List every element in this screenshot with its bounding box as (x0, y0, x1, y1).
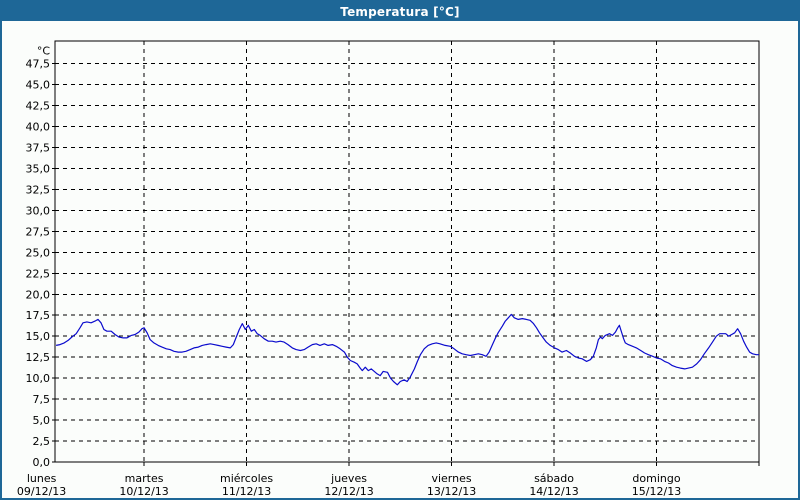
svg-text:35,0: 35,0 (26, 162, 51, 175)
svg-text:40,0: 40,0 (26, 121, 51, 134)
svg-text:5,0: 5,0 (33, 414, 51, 427)
svg-text:10,0: 10,0 (26, 372, 51, 385)
day-name-label: sábado (534, 472, 574, 485)
day-name-label: viernes (431, 472, 471, 485)
window-titlebar: Temperatura [°C] (2, 2, 798, 21)
svg-text:25,0: 25,0 (26, 246, 51, 259)
day-date-label: 11/12/13 (222, 485, 271, 498)
svg-text:20,0: 20,0 (26, 288, 51, 301)
y-gridlines (55, 63, 759, 442)
temperature-chart: 0,0 2,5 5,0 7,5 10,0 12,5 15,0 17,5 20,0 22,5 25,0… (17, 40, 760, 498)
window-title: Temperatura [°C] (340, 4, 460, 19)
day-date-label: 12/12/13 (324, 485, 373, 498)
day-date-label: 13/12/13 (427, 485, 476, 498)
svg-text:37,5: 37,5 (26, 142, 51, 155)
day-date-label: 15/12/13 (632, 485, 681, 498)
day-name-label: lunes (27, 472, 57, 485)
svg-text:0,0: 0,0 (33, 456, 51, 469)
svg-text:27,5: 27,5 (26, 225, 51, 238)
day-date-label: 14/12/13 (529, 485, 578, 498)
svg-text:22,5: 22,5 (26, 267, 51, 280)
y-axis-unit-label: °C (37, 45, 51, 58)
x-axis-ticks (143, 462, 760, 466)
svg-text:30,0: 30,0 (26, 204, 51, 217)
svg-text:47,5: 47,5 (26, 58, 51, 71)
svg-text:15,0: 15,0 (26, 330, 51, 343)
day-name-label: domingo (632, 472, 680, 485)
day-name-label: jueves (330, 472, 367, 485)
plot-border (54, 40, 760, 463)
day-name-label: martes (125, 472, 164, 485)
temperature-series-line (55, 313, 759, 386)
svg-text:17,5: 17,5 (26, 309, 51, 322)
day-date-label: 09/12/13 (17, 485, 66, 498)
day-name-label: miércoles (220, 472, 273, 485)
y-axis-labels: 0,0 2,5 5,0 7,5 10,0 12,5 15,0 17,5 20,0 22,5 25,0… (26, 58, 51, 469)
x-gridlines (143, 41, 658, 462)
svg-text:45,0: 45,0 (26, 79, 51, 92)
svg-text:42,5: 42,5 (26, 100, 51, 113)
svg-text:7,5: 7,5 (33, 393, 51, 406)
svg-text:12,5: 12,5 (26, 351, 51, 364)
svg-text:2,5: 2,5 (33, 435, 51, 448)
svg-text:32,5: 32,5 (26, 183, 51, 196)
day-date-label: 10/12/13 (119, 485, 168, 498)
chart-area: 0,0 2,5 5,0 7,5 10,0 12,5 15,0 17,5 20,0 22,5 25,0… (2, 21, 798, 498)
